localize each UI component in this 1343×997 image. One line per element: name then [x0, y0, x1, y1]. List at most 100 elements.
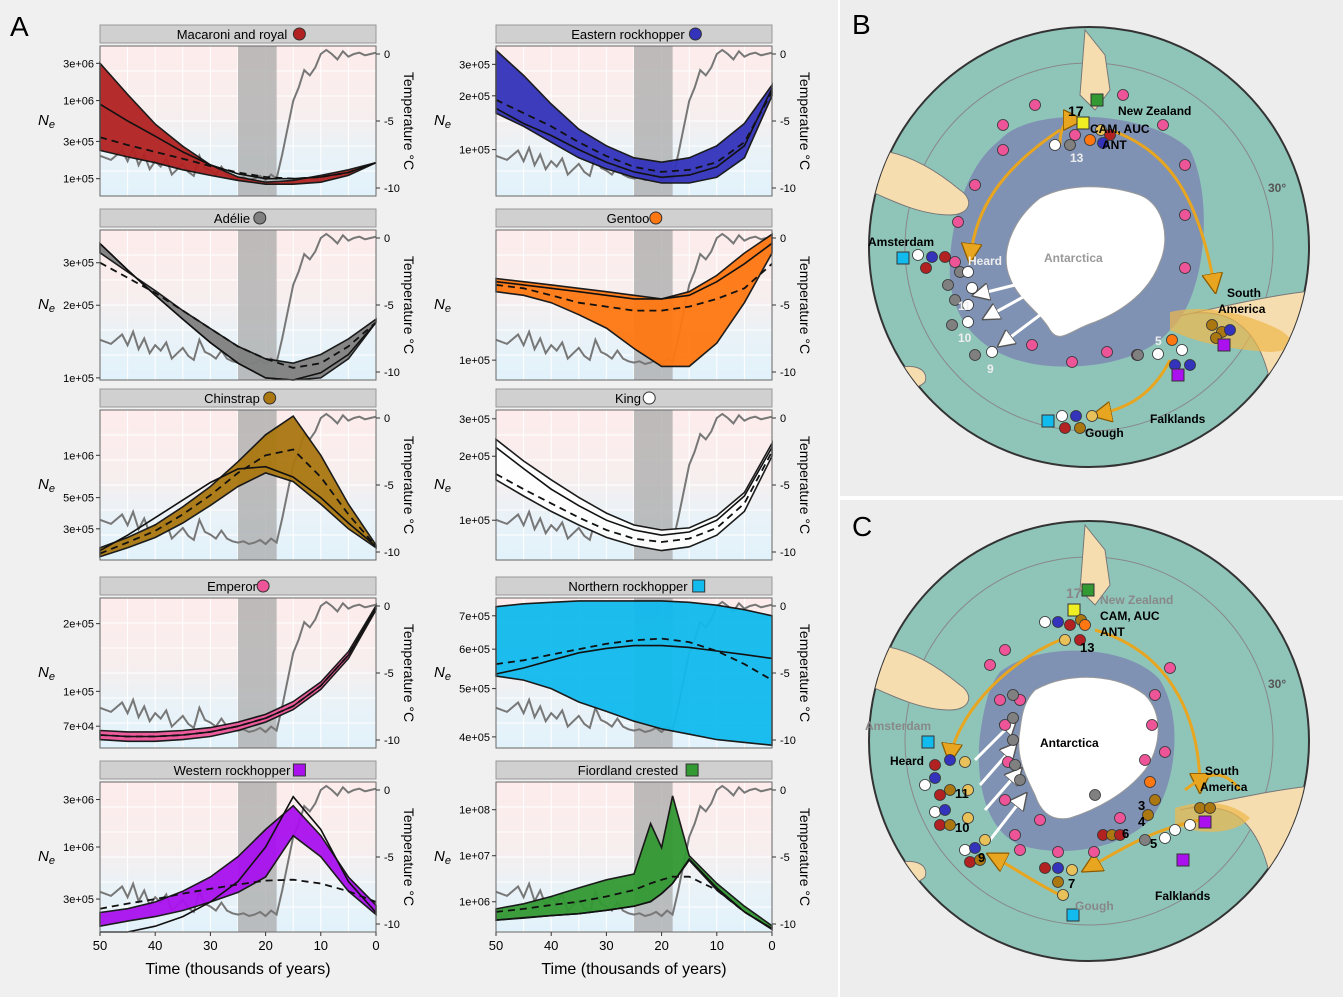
x-tick-label: 0 [372, 938, 379, 953]
colony-marker [1149, 689, 1161, 701]
ne-axis-subscript: e [49, 483, 55, 495]
ne-panel: Chinstrap1e+065e+053e+05Ne0-5-10Temperat… [38, 388, 417, 561]
temp-tick-label: -5 [780, 668, 790, 680]
species-title: Eastern rockhopper [571, 27, 685, 42]
colony-marker [1059, 634, 1071, 646]
colony-marker [1206, 319, 1218, 331]
label-america: America [1218, 302, 1266, 316]
temperature-axis-label: Temperature °C [797, 256, 813, 354]
colony-marker [1204, 802, 1216, 814]
species-marker [685, 763, 699, 777]
colony-marker [974, 854, 986, 866]
colony-marker [1095, 124, 1107, 136]
y-tick-label: 1e+05 [459, 145, 490, 157]
temp-tick-label: -5 [384, 852, 394, 864]
panel-header [99, 24, 377, 44]
colony-marker [1074, 634, 1086, 646]
colony-marker [1097, 137, 1109, 149]
label-south: South [1227, 286, 1261, 300]
panel-header [495, 388, 773, 408]
ne-panel: Western rockhopper3e+061e+063e+05Ne0-5-1… [38, 760, 417, 978]
colonization-arrow [985, 283, 1046, 318]
species-marker [263, 391, 277, 405]
colony-marker [949, 256, 961, 268]
y-tick-label: 7e+04 [63, 721, 94, 733]
temperature-axis-label: Temperature °C [797, 72, 813, 170]
ne-fit-line [495, 644, 773, 675]
colony-marker [1104, 129, 1116, 141]
y-tick-label: 6e+05 [459, 644, 490, 656]
colony-marker [896, 251, 910, 265]
antarctica-shape [1018, 676, 1159, 820]
colony-marker [962, 812, 974, 824]
route-arrow [1109, 128, 1215, 290]
x-tick-label: 40 [148, 938, 162, 953]
colony-marker [1039, 616, 1051, 628]
y-tick-label: 3e+05 [63, 524, 94, 536]
colony-marker [1132, 349, 1144, 361]
species-title: Northern rockhopper [568, 579, 688, 594]
colony-marker [1144, 776, 1156, 788]
temperature-axis-label: Temperature °C [401, 624, 417, 722]
temp-tick-label: -5 [384, 300, 394, 312]
species-title: Adélie [214, 211, 250, 226]
species-marker [649, 211, 663, 225]
ne-axis-subscript: e [49, 303, 55, 315]
y-tick-label: 1e+06 [63, 450, 94, 462]
colony-marker [919, 779, 931, 791]
colony-marker [1007, 734, 1019, 746]
label-america: America [1200, 780, 1248, 794]
ne-panel: Adélie3e+052e+051e+05Ne0-5-10Temperature… [38, 208, 417, 385]
site-number: 9 [978, 850, 985, 865]
colony-marker [1059, 422, 1071, 434]
colony-marker [1171, 368, 1185, 382]
species-marker [292, 763, 306, 777]
site-number: 5 [1155, 334, 1162, 348]
africa-land [869, 149, 970, 216]
colony-marker [1146, 719, 1158, 731]
colony-marker [1052, 616, 1064, 628]
colony-marker [1159, 832, 1171, 844]
antarctica-shape [1005, 186, 1166, 337]
colony-marker [1009, 759, 1021, 771]
temp-tick-label: -10 [780, 183, 796, 195]
colony-marker [929, 759, 941, 771]
colony-marker [1076, 116, 1090, 130]
site-number: 17 [1066, 585, 1082, 601]
x-tick-label: 10 [314, 938, 328, 953]
species-title: Fiordland crested [578, 763, 678, 778]
label-falklands: Falklands [1155, 889, 1211, 903]
africa-land [869, 644, 970, 711]
ne-axis-subscript: e [445, 671, 451, 683]
colony-marker [1086, 410, 1098, 422]
species-title: Chinstrap [204, 391, 260, 406]
colony-marker [1052, 862, 1064, 874]
colony-marker [959, 756, 971, 768]
species-marker [253, 211, 267, 225]
site-number: 17 [1068, 103, 1084, 119]
y-tick-label: 7e+05 [459, 611, 490, 623]
species-title: Emperor [207, 579, 258, 594]
colony-marker [944, 754, 956, 766]
colony-marker [1117, 89, 1129, 101]
colony-marker [969, 179, 981, 191]
x-tick-label: 40 [544, 938, 558, 953]
colony-marker [929, 806, 941, 818]
colony-marker [1007, 712, 1019, 724]
colony-marker [929, 772, 941, 784]
y-tick-label: 3e+05 [459, 414, 490, 426]
colony-marker [1074, 422, 1086, 434]
route-arrow [990, 855, 1061, 897]
x-tick-label: 50 [93, 938, 107, 953]
temp-tick-label: -10 [780, 547, 796, 559]
colony-marker [1157, 119, 1169, 131]
route-arrow [1094, 628, 1200, 790]
species-title: Macaroni and royal [177, 27, 288, 42]
colony-marker [1009, 829, 1021, 841]
colony-marker [944, 819, 956, 831]
temp-tick-label: -10 [384, 735, 400, 747]
temp-tick-label: 0 [384, 49, 390, 61]
colony-marker [997, 119, 1009, 131]
